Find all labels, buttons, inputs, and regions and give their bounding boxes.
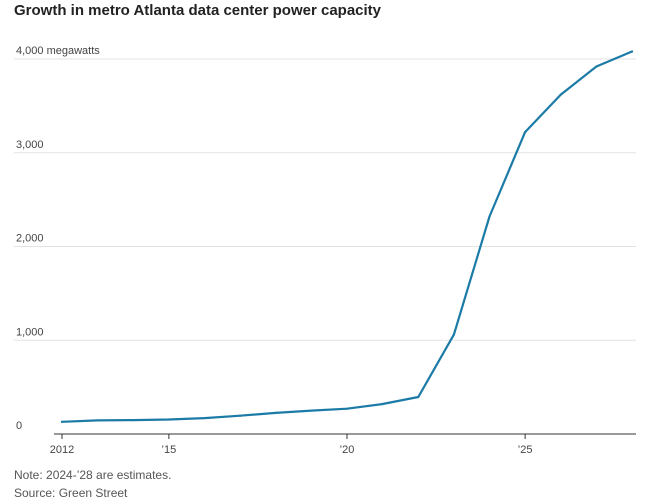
data-point <box>524 131 527 134</box>
y-tick-label: 2,000 <box>16 233 44 245</box>
data-point <box>559 93 562 96</box>
data-point <box>417 395 420 399</box>
x-tick-label: ’15 <box>162 444 177 456</box>
series-line <box>60 50 634 423</box>
data-point <box>381 402 384 406</box>
chart-title: Growth in metro Atlanta data center powe… <box>14 2 382 19</box>
x-axis: 2012 ’15 ’20 ’25 <box>50 433 636 456</box>
data-point <box>60 420 64 423</box>
gridlines <box>14 58 636 341</box>
y-tick-label: 1,000 <box>16 326 44 338</box>
x-tick-label: 2012 <box>50 444 74 456</box>
data-point <box>310 409 313 412</box>
data-point <box>630 50 634 53</box>
data-point <box>203 416 206 420</box>
series-layer <box>60 50 634 423</box>
y-tick-label: 3,000 <box>16 139 44 151</box>
y-tick-label: 0 <box>16 420 22 432</box>
y-tick-label: 4,000 megawatts <box>16 45 100 57</box>
note-text: Note: 2024-’28 are estimates. <box>14 468 172 482</box>
data-point <box>345 407 349 410</box>
source-text: Source: Green Street <box>14 486 128 500</box>
data-point <box>452 333 455 336</box>
data-point <box>239 414 242 417</box>
x-tick-label: ’25 <box>518 444 533 456</box>
x-tick-label: ’20 <box>340 444 355 456</box>
data-point <box>274 411 277 415</box>
data-point <box>167 418 170 421</box>
data-point <box>132 419 135 422</box>
y-axis: 4,000 megawatts 3,000 2,000 1,000 0 <box>16 45 100 432</box>
data-point <box>488 215 491 218</box>
data-point <box>96 419 99 422</box>
data-point <box>595 65 598 68</box>
